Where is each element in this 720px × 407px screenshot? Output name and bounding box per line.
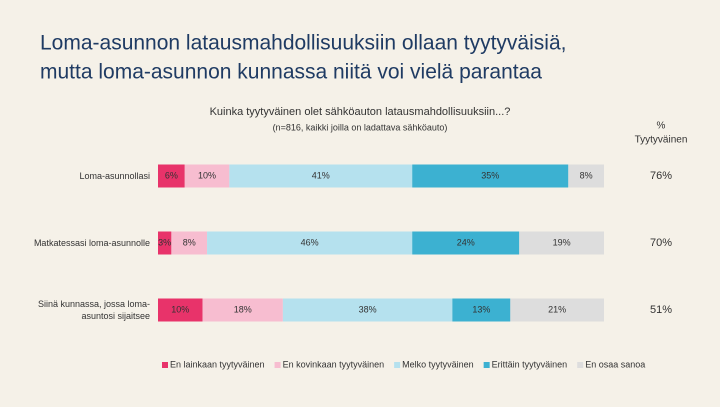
bar-segment: [452, 298, 511, 322]
bar-segment: [568, 164, 604, 188]
satisfied-value: 76%: [650, 170, 672, 182]
value-label: 3%: [158, 237, 171, 247]
value-label: 10%: [171, 304, 189, 314]
subtitle: Kuinka tyytyväinen olet sähköauton latau…: [210, 106, 511, 118]
bar-segment: [184, 164, 230, 188]
value-label: 41%: [312, 170, 330, 180]
category-label: Loma-asunnollasi: [79, 171, 150, 181]
legend-swatch: [577, 362, 584, 368]
value-label: 10%: [198, 170, 216, 180]
value-label: 24%: [457, 237, 475, 247]
bar-segment: [282, 298, 453, 322]
chart-title: mutta loma-asunnon kunnassa niitä voi vi…: [40, 61, 542, 84]
bar-segment: [158, 231, 172, 255]
column-header: Tyytyväinen: [635, 135, 688, 146]
bar-segment: [158, 298, 203, 322]
category-label: Siinä kunnassa, jossa loma-asuntosi sija…: [37, 299, 150, 321]
bar-segment: [171, 231, 208, 255]
value-label: 6%: [165, 170, 178, 180]
legend-label: En kovinkaan tyytyväinen: [283, 359, 385, 369]
value-label: 38%: [359, 304, 377, 314]
value-label: 18%: [234, 304, 252, 314]
column-header: %: [657, 121, 666, 132]
value-label: 46%: [301, 237, 319, 247]
value-label: 35%: [481, 170, 499, 180]
chart-title: Loma-asunnon latausmahdollisuuksiin olla…: [40, 32, 566, 55]
value-label: 19%: [553, 237, 571, 247]
value-label: 13%: [472, 304, 490, 314]
bar-segment: [519, 231, 604, 255]
value-label: 21%: [548, 304, 566, 314]
bar-segment: [412, 231, 520, 255]
legend-label: En osaa sanoa: [585, 359, 645, 369]
satisfied-value: 70%: [650, 237, 672, 249]
legend-label: En lainkaan tyytyväinen: [170, 359, 265, 369]
legend-swatch: [483, 362, 490, 368]
bar-segment: [158, 164, 185, 188]
legend-swatch: [162, 362, 168, 368]
value-label: 8%: [183, 237, 196, 247]
bar-segment: [412, 164, 569, 188]
bar-segment: [202, 298, 283, 322]
category-label: Matkatessasi loma-asunnolle: [33, 238, 150, 248]
legend-label: Erittäin tyytyväinen: [492, 359, 568, 369]
satisfied-value: 51%: [650, 304, 672, 316]
legend-swatch: [274, 362, 281, 368]
bar-segment: [510, 298, 604, 322]
bar-segment: [229, 164, 413, 188]
legend-label: Melko tyytyväinen: [402, 359, 474, 369]
value-label: 8%: [580, 170, 593, 180]
note: (n=816, kaikki joilla on ladattava sähkö…: [273, 122, 448, 132]
bar-segment: [207, 231, 413, 255]
legend-swatch: [394, 362, 401, 368]
